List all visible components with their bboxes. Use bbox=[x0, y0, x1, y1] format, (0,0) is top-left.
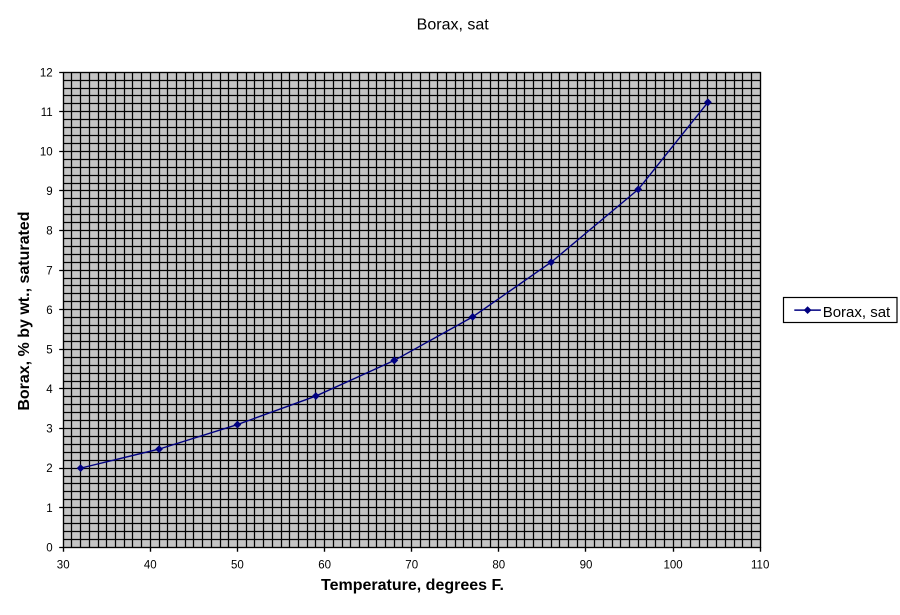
svg-text:7: 7 bbox=[46, 265, 52, 277]
svg-text:9: 9 bbox=[46, 186, 52, 198]
svg-text:Borax, sat: Borax, sat bbox=[417, 17, 490, 34]
svg-text:30: 30 bbox=[57, 560, 70, 572]
svg-text:12: 12 bbox=[40, 67, 53, 79]
svg-text:40: 40 bbox=[144, 560, 157, 572]
svg-text:0: 0 bbox=[46, 542, 52, 554]
svg-text:90: 90 bbox=[580, 560, 593, 572]
svg-text:1: 1 bbox=[46, 503, 52, 515]
svg-text:Borax, sat: Borax, sat bbox=[823, 304, 891, 321]
svg-text:Temperature, degrees F.: Temperature, degrees F. bbox=[321, 577, 504, 594]
svg-text:50: 50 bbox=[231, 560, 244, 572]
svg-text:8: 8 bbox=[46, 226, 52, 238]
svg-text:70: 70 bbox=[405, 560, 418, 572]
svg-text:5: 5 bbox=[46, 344, 52, 356]
svg-text:2: 2 bbox=[46, 463, 52, 475]
svg-text:10: 10 bbox=[40, 147, 53, 159]
svg-text:110: 110 bbox=[751, 560, 769, 572]
svg-text:4: 4 bbox=[46, 384, 53, 396]
svg-text:11: 11 bbox=[41, 107, 53, 119]
svg-text:Borax, % by wt., saturated: Borax, % by wt., saturated bbox=[16, 212, 33, 411]
svg-text:3: 3 bbox=[46, 424, 52, 436]
svg-text:80: 80 bbox=[492, 560, 505, 572]
svg-text:60: 60 bbox=[318, 560, 331, 572]
svg-text:100: 100 bbox=[664, 560, 683, 572]
svg-text:6: 6 bbox=[46, 305, 52, 317]
